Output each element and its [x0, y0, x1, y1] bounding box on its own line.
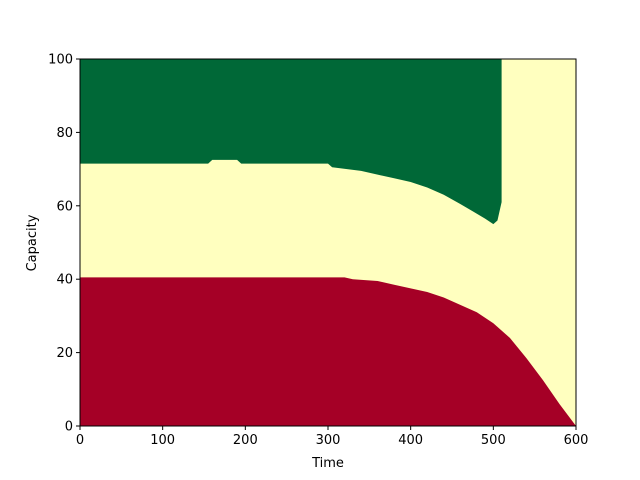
y-tick-label: 80 — [56, 126, 73, 141]
y-tick-label: 60 — [56, 199, 73, 214]
y-tick-label: 0 — [65, 420, 73, 435]
x-tick-label: 600 — [564, 433, 589, 448]
x-tick-label: 400 — [398, 433, 423, 448]
x-axis-label: Time — [311, 456, 344, 471]
y-tick-label: 20 — [56, 346, 73, 361]
x-tick-label: 200 — [233, 433, 258, 448]
y-axis-label: Capacity — [25, 214, 40, 271]
x-tick-label: 300 — [316, 433, 341, 448]
x-tick-label: 500 — [481, 433, 506, 448]
region-high — [80, 59, 502, 225]
y-tick-label: 40 — [56, 273, 73, 288]
x-tick-label: 0 — [76, 433, 84, 448]
x-tick-label: 100 — [150, 433, 175, 448]
region-low — [80, 277, 576, 426]
axes: 0 100 200 300 400 500 600 0 20 40 60 80 100 — [48, 53, 588, 449]
plot-area — [80, 59, 576, 426]
y-tick-label: 100 — [48, 53, 73, 68]
